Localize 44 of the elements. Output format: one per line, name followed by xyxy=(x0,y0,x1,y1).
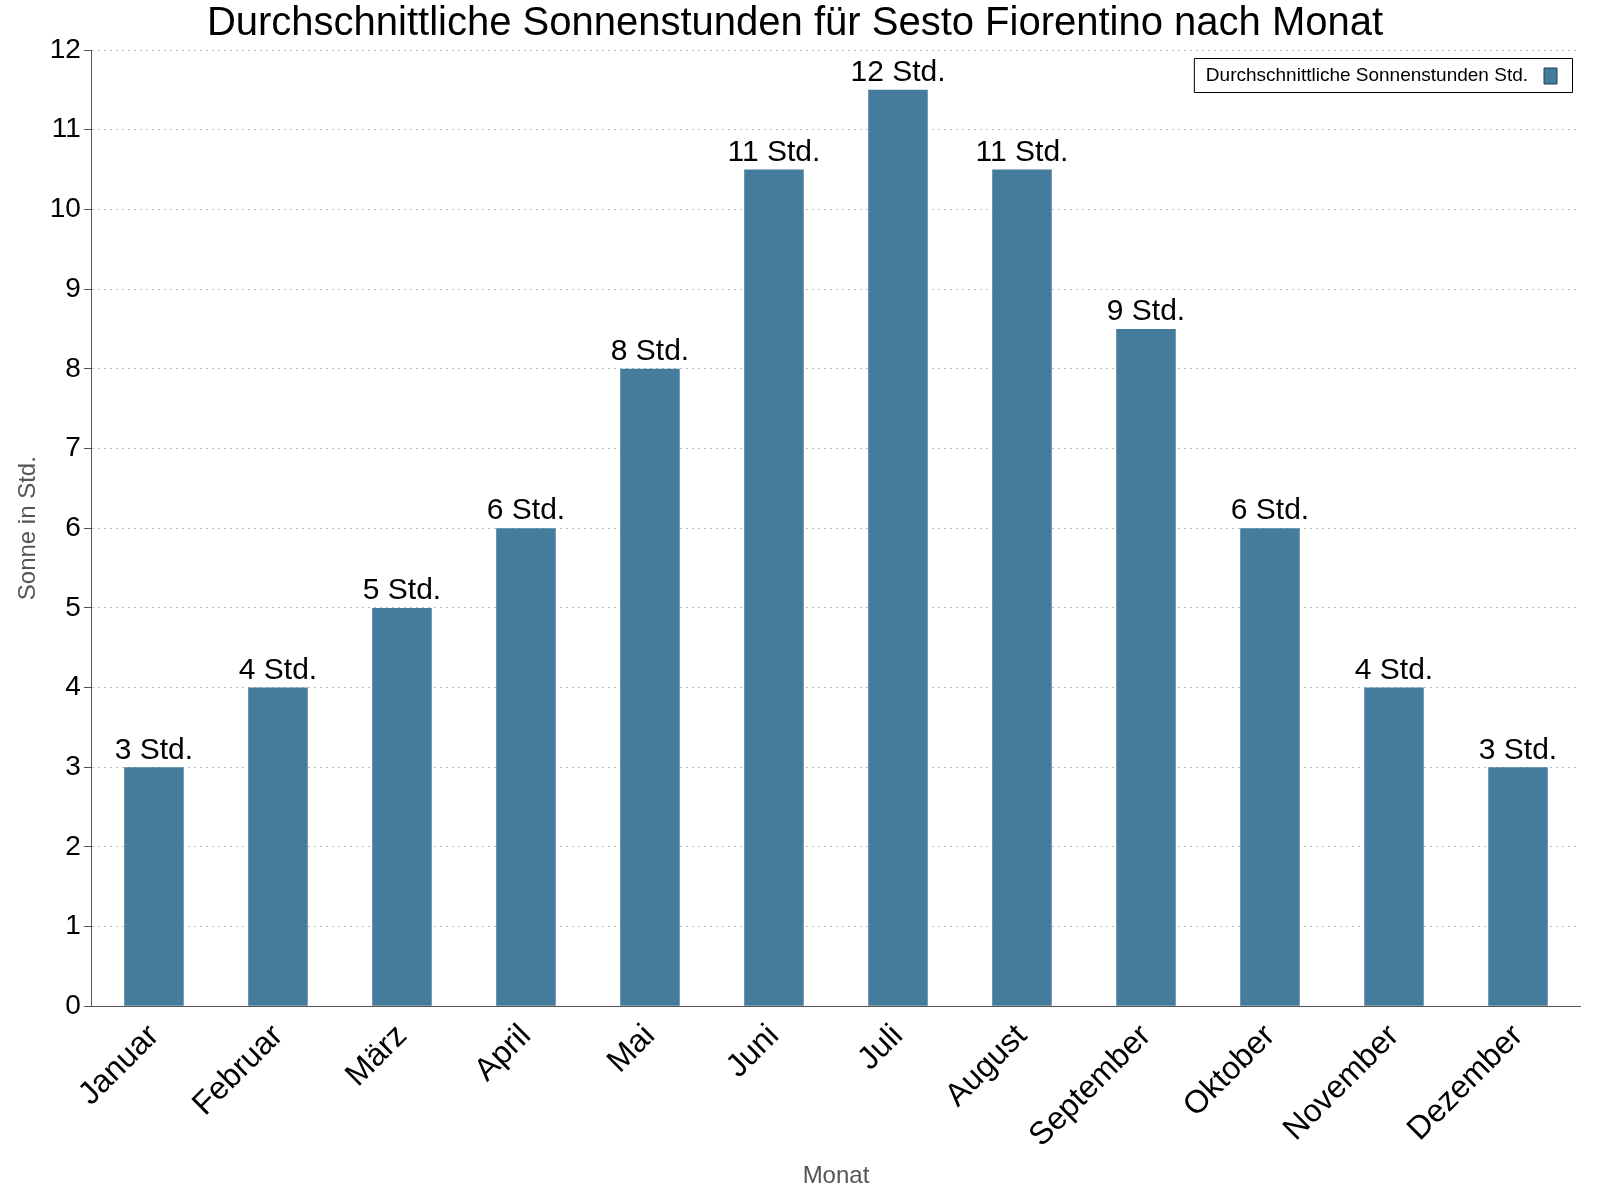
bar xyxy=(1488,767,1548,1006)
y-tick-label: 8 xyxy=(65,351,81,383)
y-tick-label: 6 xyxy=(65,510,81,542)
y-tick-label: 9 xyxy=(65,271,81,303)
bar xyxy=(744,169,804,1006)
x-tick-label: Juni xyxy=(718,1016,786,1084)
bar xyxy=(1240,528,1300,1006)
data-label: 6 Std. xyxy=(486,492,566,526)
bar xyxy=(992,169,1052,1006)
x-tick-label: Mai xyxy=(599,1016,662,1079)
y-axis-title: Sonne in Std. xyxy=(13,456,41,601)
bar xyxy=(124,767,184,1006)
bar xyxy=(1116,328,1176,1006)
data-label: 9 Std. xyxy=(1106,293,1186,327)
y-tick-label: 1 xyxy=(65,909,81,941)
y-tick-label: 4 xyxy=(65,670,81,702)
y-tick-label: 3 xyxy=(65,749,81,781)
y-tick-label: 11 xyxy=(51,112,81,144)
data-label: 3 Std. xyxy=(114,731,194,765)
y-tick-label: 5 xyxy=(65,590,81,622)
data-label: 6 Std. xyxy=(1230,492,1310,526)
bar xyxy=(372,607,432,1006)
bar xyxy=(496,528,556,1006)
y-tick-label: 2 xyxy=(65,829,81,861)
data-label: 4 Std. xyxy=(238,651,318,685)
data-label: 11 Std. xyxy=(975,133,1069,167)
x-axis-title: Monat xyxy=(802,1161,870,1189)
data-label: 8 Std. xyxy=(610,333,690,367)
bar xyxy=(1364,687,1424,1006)
bar xyxy=(868,89,928,1006)
chart-title: Durchschnittliche Sonnenstunden für Sesto Fiorentino nach Monat xyxy=(206,0,1384,44)
data-label: 4 Std. xyxy=(1354,651,1434,685)
data-label: 11 Std. xyxy=(727,133,821,167)
y-tick-label: 7 xyxy=(65,431,81,463)
bar xyxy=(248,687,308,1006)
legend-label: Durchschnittliche Sonnenstunden Std. xyxy=(1205,64,1529,86)
data-label: 5 Std. xyxy=(362,572,442,606)
y-tick-label: 10 xyxy=(49,192,81,224)
data-label: 3 Std. xyxy=(1478,731,1558,765)
y-tick-label: 0 xyxy=(65,989,81,1021)
data-label: 12 Std. xyxy=(850,54,946,88)
bar xyxy=(620,368,680,1006)
y-tick-label: 12 xyxy=(49,32,81,64)
x-tick-label: Juli xyxy=(849,1016,910,1077)
